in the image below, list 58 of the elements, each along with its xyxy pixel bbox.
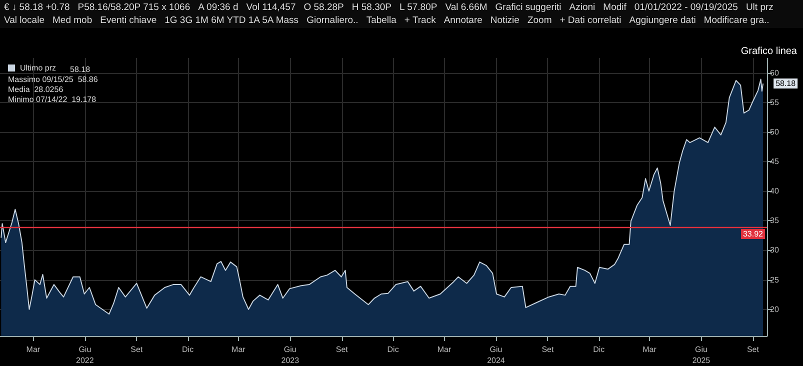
x-tick-label: Mar: [26, 345, 40, 354]
text: € ↓ 58.18 +0.78: [4, 2, 70, 13]
annotation: 58.18: [70, 65, 90, 74]
x-tick-label: Giu 2025: [692, 345, 711, 365]
x-tick-label: Dic: [182, 345, 194, 354]
y-tick-label: 60: [770, 68, 780, 78]
text: Ult prz: [746, 2, 774, 13]
x-tick-label: Giu 2024: [487, 345, 506, 365]
text: Grafici suggeriti: [495, 2, 562, 13]
x-tick-label: Mar: [437, 345, 452, 354]
legend-label: Ultimo prz: [20, 64, 56, 72]
text: L 57.80P: [400, 2, 438, 13]
annotation: 58.18: [776, 79, 796, 88]
annotation: Massimo 09/15/25 58.86: [8, 75, 98, 85]
annotation: Media 28.0256: [8, 85, 64, 95]
x-tick-label: Mar: [642, 345, 657, 354]
text: + Dati correlati: [560, 15, 622, 26]
y-tick-label: 30: [770, 246, 780, 255]
x-tick-label: Dic: [387, 345, 399, 354]
text: Notizie: [490, 15, 520, 26]
chart-title: Grafico linea: [740, 46, 797, 57]
text: P58.16/58.20P 715 x 1066: [78, 2, 190, 13]
x-tick-label: Set: [746, 345, 760, 354]
text: Val locale: [4, 15, 44, 26]
y-tick-label: 45: [770, 157, 780, 166]
x-tick-label: Dic: [593, 345, 605, 354]
text: Modif: [603, 2, 626, 13]
y-tick-label: 40: [770, 186, 780, 196]
y-tick-label: 55: [770, 98, 780, 107]
y-tick-label: 25: [770, 275, 780, 284]
ref-line-label: 33.92: [742, 230, 764, 239]
x-tick-label: Set: [542, 345, 554, 354]
text: Annotare: [444, 15, 482, 26]
text: Aggiungere dati: [629, 15, 696, 26]
text: 01/01/2022 - 09/19/2025: [634, 2, 738, 13]
text: Azioni: [569, 2, 596, 13]
y-tick-label: 20: [770, 304, 780, 314]
text: A 09:36 d: [198, 2, 238, 13]
x-tick-label: Giu 2023: [281, 345, 300, 365]
text: + Track: [404, 15, 436, 26]
text: H 58.30P: [352, 2, 392, 13]
x-tick-label: Mar: [232, 345, 246, 354]
text: 1G 3G 1M 6M YTD 1A 5A Mass: [164, 15, 299, 26]
x-tick-label: Giu 2022: [76, 345, 94, 365]
text: Giornaliero..: [306, 15, 358, 26]
y-tick-label: 35: [770, 216, 780, 226]
x-tick-label: Set: [336, 345, 349, 354]
y-tick-label: 50: [770, 127, 780, 136]
x-tick-label: Set: [130, 345, 144, 354]
text: O 58.28P: [304, 2, 344, 13]
text: Modificare gra..: [704, 15, 770, 26]
annotation: Minimo 07/14/22 19.178: [8, 95, 98, 105]
text: Val 6.66M: [445, 2, 488, 13]
text: Zoom: [527, 15, 552, 26]
text: Eventi chiave: [100, 15, 157, 26]
text: Vol 114,457: [246, 2, 296, 13]
text: Med mob: [52, 15, 92, 26]
text: Tabella: [366, 15, 396, 26]
